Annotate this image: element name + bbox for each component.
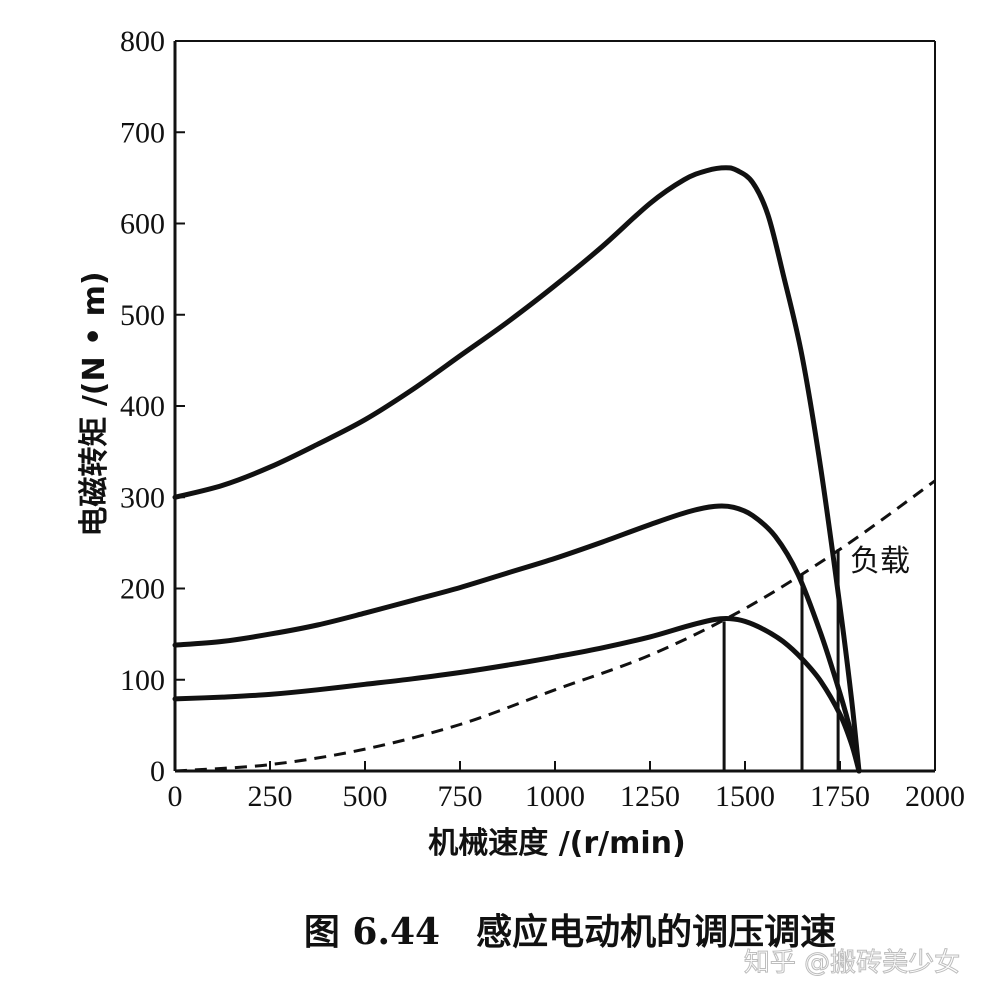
torque-curve-1 — [172, 165, 862, 774]
x-tick-label: 750 — [438, 780, 483, 813]
y-ticks: 0 100 200 300 400 500 600 700 800 — [120, 25, 185, 788]
y-tick-label: 300 — [120, 481, 165, 514]
watermark: 知乎 @搬砖美少女 — [744, 948, 960, 978]
y-tick-label: 200 — [120, 573, 165, 606]
load-curve — [174, 479, 936, 773]
y-tick-label: 700 — [120, 116, 165, 149]
figure-caption: 图 6.44 感应电动机的调压调速 — [304, 911, 836, 953]
x-tick-label: 250 — [248, 780, 293, 813]
torque-curve-3 — [172, 615, 862, 774]
x-tick-label: 500 — [343, 780, 388, 813]
x-tick-label: 1500 — [715, 780, 775, 813]
x-axis-title: 机械速度 /(r/min) — [428, 826, 685, 861]
y-tick-label: 600 — [120, 208, 165, 241]
x-tick-label: 0 — [168, 780, 183, 813]
x-tick-label: 1250 — [620, 780, 680, 813]
torque-curve-2 — [172, 503, 862, 774]
y-tick-label: 400 — [120, 390, 165, 423]
y-tick-label: 800 — [120, 25, 165, 58]
series-group — [172, 165, 936, 774]
x-tick-label: 2000 — [905, 780, 965, 813]
y-tick-label: 0 — [150, 755, 165, 788]
plot-frame — [173, 40, 936, 773]
x-ticks: 0 250 500 750 1000 1250 1500 1750 2000 — [168, 761, 965, 813]
operating-point-lines — [722, 549, 840, 771]
load-series-label: 负载 — [850, 545, 910, 578]
x-tick-label: 1750 — [810, 780, 870, 813]
y-axis-title: 电磁转矩 /(N • m) — [77, 271, 112, 536]
x-tick-label: 1000 — [525, 780, 585, 813]
y-tick-label: 500 — [120, 299, 165, 332]
y-tick-label: 100 — [120, 664, 165, 697]
